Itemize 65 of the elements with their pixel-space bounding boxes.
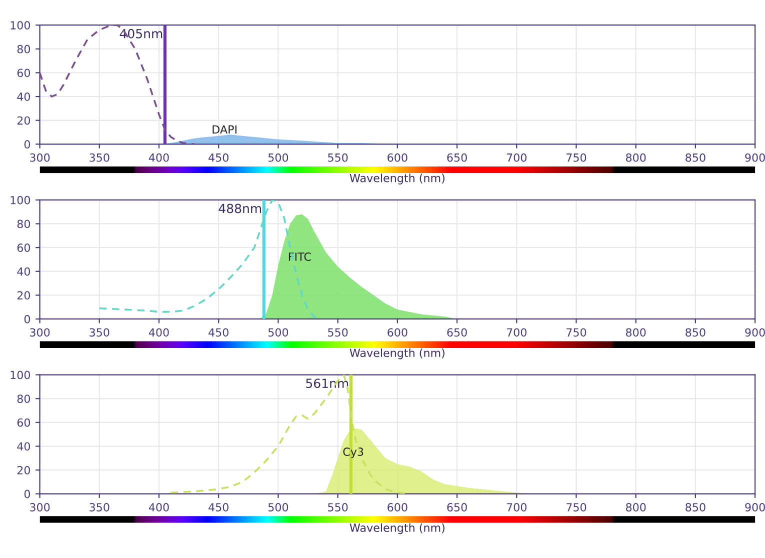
x-tick-label: 850: [686, 503, 706, 512]
x-tick-label: 800: [626, 503, 646, 512]
x-tick-label: 900: [745, 153, 765, 162]
x-tick-label: 600: [388, 153, 408, 162]
x-tick-label: 850: [686, 153, 706, 162]
x-tick-label: 700: [506, 153, 526, 162]
x-tick-label: 550: [328, 328, 348, 337]
x-axis-title: Wavelength (nm): [350, 174, 444, 184]
x-tick-label: 650: [447, 503, 467, 512]
x-tick-label: 850: [686, 328, 706, 337]
x-tick-label: 500: [268, 328, 288, 337]
y-tick-label: 0: [24, 140, 30, 149]
x-tick-label: 750: [566, 328, 586, 337]
y-tick-label: 80: [17, 394, 30, 403]
annotation: Cy3: [343, 448, 364, 458]
y-tick-label: 60: [17, 418, 30, 427]
y-tick-label: 80: [17, 220, 30, 228]
x-tick-label: 400: [148, 328, 169, 337]
x-tick-label: 300: [30, 503, 50, 512]
y-tick-label: 100: [10, 21, 30, 30]
x-tick-label: 700: [506, 503, 526, 512]
x-tick-label: 700: [506, 328, 526, 337]
x-axis-title: Wavelength (nm): [350, 348, 444, 360]
x-axis-title: Wavelength (nm): [350, 523, 444, 534]
x-tick-label: 500: [268, 153, 288, 162]
y-tick-label: 20: [17, 291, 30, 300]
ref-line-label: 488nm: [218, 204, 262, 214]
x-tick-label: 800: [626, 153, 646, 162]
y-tick-label: 40: [17, 267, 30, 276]
y-tick-label: 0: [24, 490, 30, 498]
x-tick-label: 300: [30, 153, 50, 162]
annotation: DAPI: [212, 125, 236, 134]
x-tick-label: 900: [745, 328, 765, 337]
x-tick-label: 450: [208, 328, 228, 337]
x-tick-label: 400: [148, 153, 169, 162]
x-tick-label: 350: [90, 328, 110, 337]
x-tick-label: 350: [90, 153, 110, 162]
y-tick-label: 40: [17, 442, 30, 451]
y-tick-label: 40: [17, 92, 30, 101]
y-tick-label: 20: [17, 466, 30, 474]
x-tick-label: 650: [447, 328, 467, 337]
x-tick-label: 300: [30, 328, 50, 337]
x-tick-label: 350: [90, 503, 110, 512]
x-tick-label: 600: [388, 328, 408, 337]
ref-line-label: 561nm: [306, 378, 348, 388]
x-tick-label: 550: [328, 503, 348, 512]
x-tick-label: 450: [208, 153, 228, 162]
y-tick-label: 20: [17, 116, 30, 125]
x-tick-label: 600: [388, 503, 408, 512]
x-tick-label: 750: [566, 153, 586, 162]
y-tick-label: 60: [17, 68, 30, 78]
x-tick-label: 500: [268, 503, 288, 512]
y-tick-label: 100: [10, 196, 30, 204]
x-tick-label: 450: [208, 503, 228, 512]
annotation: FITC: [288, 252, 311, 261]
x-tick-label: 400: [148, 503, 169, 512]
y-tick-label: 100: [10, 370, 30, 380]
x-tick-label: 650: [447, 153, 467, 162]
y-tick-label: 60: [17, 244, 30, 252]
x-tick-label: 750: [566, 503, 586, 512]
x-tick-label: 550: [328, 153, 348, 162]
x-tick-label: 800: [626, 328, 646, 337]
y-tick-label: 0: [24, 314, 30, 324]
y-tick-label: 80: [17, 44, 30, 54]
x-tick-label: 900: [745, 503, 765, 512]
